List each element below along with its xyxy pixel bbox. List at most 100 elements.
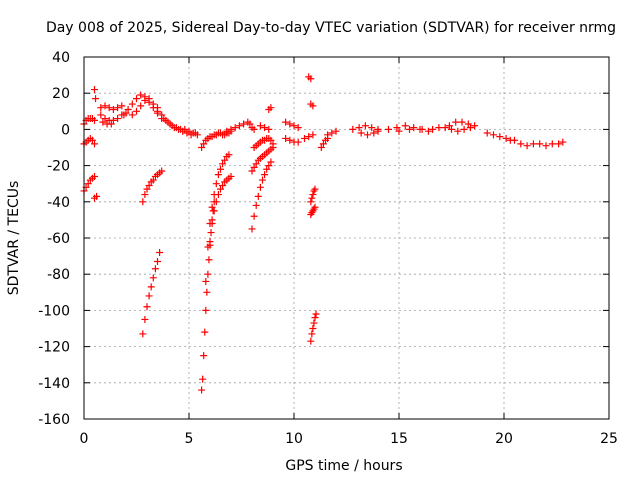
data-point bbox=[208, 220, 216, 228]
data-point bbox=[464, 120, 472, 128]
data-point bbox=[317, 144, 325, 151]
data-point bbox=[309, 191, 317, 199]
series-arc-2 bbox=[80, 134, 98, 148]
data-point bbox=[84, 180, 92, 188]
series-arc-26 bbox=[282, 118, 302, 132]
data-point bbox=[198, 386, 206, 394]
data-point bbox=[168, 122, 176, 130]
data-point bbox=[307, 198, 315, 206]
data-point bbox=[529, 140, 537, 148]
data-point bbox=[252, 201, 260, 209]
series-arc-31 bbox=[307, 185, 319, 206]
data-point bbox=[267, 158, 275, 166]
data-point bbox=[172, 124, 180, 132]
series-arc-12 bbox=[139, 248, 164, 338]
y-tick-label: -160 bbox=[38, 412, 70, 428]
data-point bbox=[490, 131, 497, 139]
x-tick-label: 10 bbox=[285, 431, 303, 447]
data-point bbox=[254, 192, 262, 200]
data-point bbox=[309, 131, 317, 139]
data-point bbox=[252, 160, 260, 168]
data-point bbox=[511, 136, 518, 144]
data-point bbox=[93, 192, 101, 200]
data-point bbox=[401, 122, 409, 130]
data-point bbox=[149, 274, 157, 282]
data-point bbox=[145, 292, 153, 300]
data-point bbox=[109, 116, 117, 124]
data-point bbox=[137, 102, 145, 110]
data-point bbox=[221, 156, 229, 164]
data-point bbox=[101, 102, 109, 110]
data-point bbox=[310, 187, 318, 195]
data-point bbox=[496, 133, 504, 141]
data-point bbox=[149, 176, 157, 184]
series-arc-30 bbox=[301, 131, 317, 142]
data-point bbox=[259, 176, 266, 184]
data-point bbox=[118, 102, 126, 110]
data-point bbox=[361, 122, 369, 130]
data-point bbox=[143, 303, 151, 311]
data-point bbox=[374, 127, 382, 135]
data-point bbox=[332, 127, 340, 135]
data-point bbox=[141, 96, 149, 104]
data-point bbox=[223, 127, 231, 135]
data-point bbox=[395, 127, 403, 135]
x-axis: 0 5 10 15 20 25 bbox=[80, 57, 618, 447]
series-arc-3 bbox=[80, 172, 98, 195]
series-arc-1 bbox=[80, 115, 98, 128]
data-point bbox=[265, 162, 273, 170]
x-tick-label: 20 bbox=[495, 431, 513, 447]
data-point bbox=[212, 198, 220, 206]
data-point bbox=[120, 111, 128, 119]
data-point bbox=[204, 243, 212, 251]
data-point bbox=[406, 125, 413, 133]
data-point bbox=[219, 160, 227, 168]
data-point bbox=[263, 165, 271, 173]
data-point bbox=[368, 124, 376, 132]
data-point bbox=[212, 180, 220, 188]
series-arc-41 bbox=[445, 118, 479, 130]
data-point bbox=[199, 375, 207, 383]
data-point bbox=[97, 111, 105, 119]
data-point bbox=[452, 118, 460, 126]
data-point bbox=[214, 191, 222, 199]
series-arc-5 bbox=[91, 86, 100, 103]
data-point bbox=[158, 111, 166, 119]
data-point bbox=[139, 198, 147, 206]
data-point bbox=[441, 124, 449, 132]
series-arc-34 bbox=[317, 134, 332, 151]
series-arc-35 bbox=[324, 127, 340, 139]
data-point bbox=[133, 95, 140, 103]
data-point bbox=[210, 207, 218, 215]
data-point bbox=[435, 124, 443, 132]
data-point bbox=[305, 133, 313, 141]
chart-title: Day 008 of 2025, Sidereal Day-to-day VTE… bbox=[46, 20, 616, 36]
data-point bbox=[204, 270, 212, 278]
grid bbox=[84, 57, 609, 419]
data-point bbox=[158, 167, 166, 175]
data-point bbox=[205, 256, 213, 264]
series-arc-4 bbox=[91, 192, 101, 202]
data-point bbox=[349, 125, 357, 133]
series-arc-29 bbox=[307, 100, 317, 110]
data-point bbox=[307, 337, 315, 345]
series-arc-38 bbox=[385, 122, 426, 133]
data-point bbox=[282, 134, 290, 142]
data-points bbox=[80, 73, 567, 394]
x-tick-label: 0 bbox=[80, 431, 89, 447]
series-arc-27 bbox=[282, 134, 302, 146]
series-arc-22 bbox=[248, 144, 277, 175]
y-axis: 40 20 0 -20 -40 -60 -80 -100 -120 -140 -160 bbox=[38, 50, 609, 428]
series-arc-42 bbox=[448, 124, 474, 135]
series-arc-18 bbox=[206, 172, 235, 246]
data-point bbox=[309, 325, 317, 332]
series-arc-8 bbox=[99, 118, 115, 128]
series-arc-20 bbox=[244, 118, 258, 133]
x-tick-label: 5 bbox=[185, 431, 194, 447]
data-point bbox=[307, 75, 315, 83]
series-arc-6 bbox=[97, 102, 126, 113]
data-point bbox=[250, 125, 258, 133]
data-point bbox=[357, 129, 365, 137]
series-arc-24 bbox=[256, 122, 273, 133]
